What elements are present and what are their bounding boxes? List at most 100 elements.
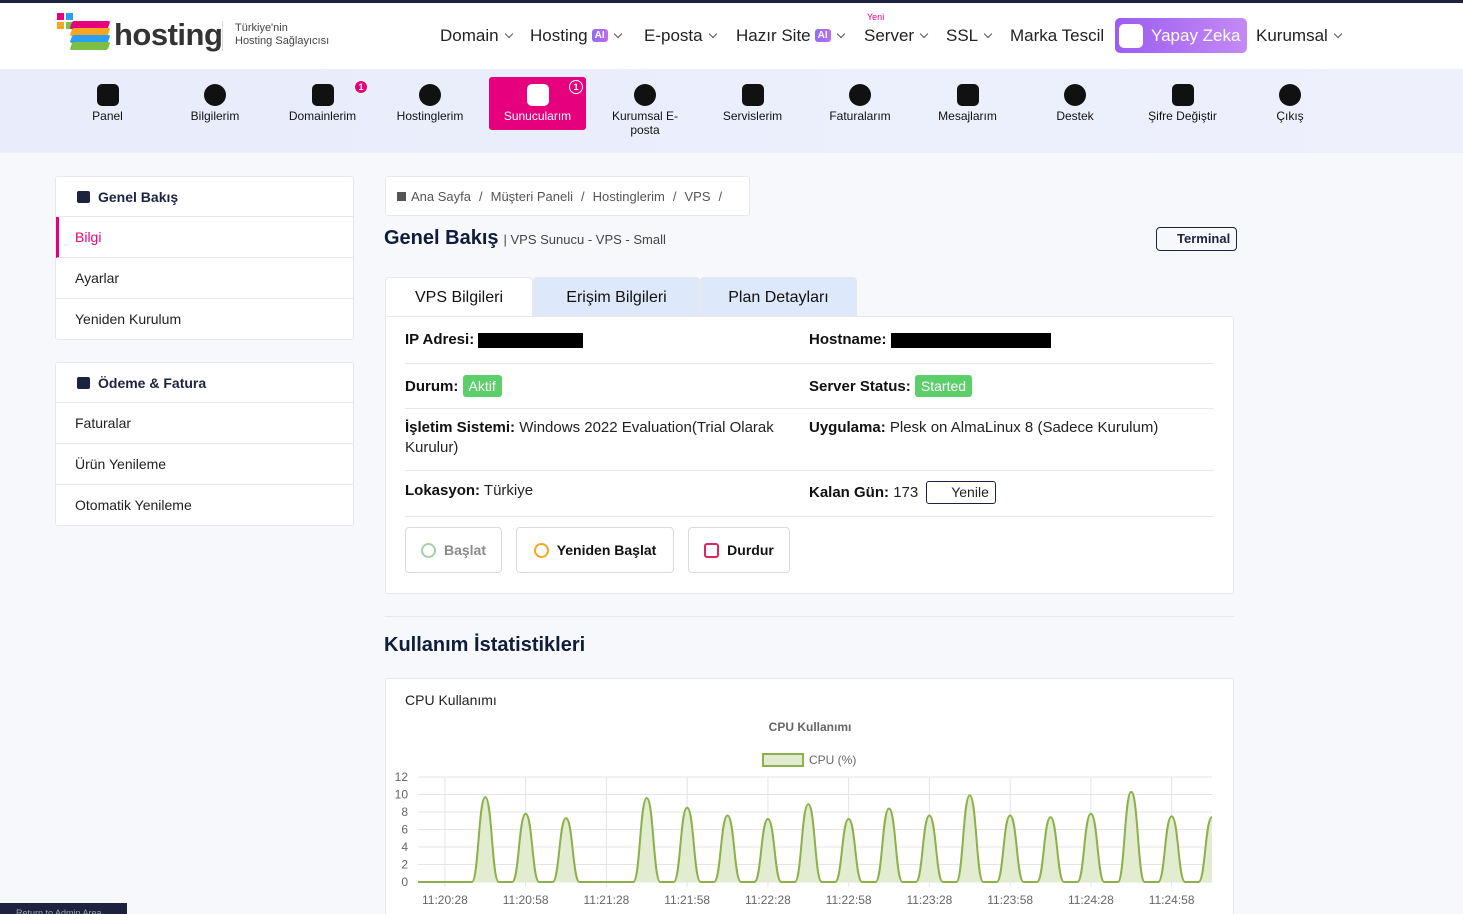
info-field: Kalan Gün: 173 Yenile	[809, 481, 1209, 504]
toolbar-label: Domainlerim	[288, 109, 357, 123]
nav-label: Server	[864, 25, 915, 45]
action-button[interactable]: Yeniden Başlat	[516, 527, 674, 573]
logo-text: hosting	[114, 17, 223, 52]
info-value: 173	[893, 484, 919, 501]
chevron	[708, 29, 717, 39]
page-subtitle: | VPS Sunucu - VPS - Small	[503, 232, 666, 247]
toolbar-label: Servislerim	[722, 109, 783, 123]
toolbar-icon	[1171, 84, 1194, 106]
nav-item[interactable]: Kurumsal	[1256, 18, 1343, 53]
toolbar-item[interactable]: Kurumsal E-posta	[597, 77, 694, 137]
card-title: CPU Kullanımı	[405, 692, 497, 708]
breadcrumb-separator: /	[581, 188, 585, 204]
info-value: Windows 2022 Evaluation(Trial Olarak Kur…	[405, 419, 774, 456]
x-tick-label: 11:20:28	[422, 893, 468, 907]
logo-layer	[69, 42, 111, 50]
x-tick-label: 11:22:58	[826, 893, 872, 907]
nav-item[interactable]: E-posta	[644, 18, 718, 53]
status-badge: Aktif	[462, 375, 502, 397]
breadcrumb-item[interactable]: Müşteri Paneli	[490, 188, 573, 204]
chart-card: CPU Kullanımı CPU Kullanımı CPU (%) 0 2 4 6 8 10…	[385, 678, 1234, 914]
sidebar-card: Ödeme & Fatura Faturalar Ürün Yenileme Otom…	[55, 362, 354, 526]
tab[interactable]: Erişim Bilgileri	[533, 277, 700, 317]
sidebar-item[interactable]: Bilgi	[56, 217, 353, 258]
logo-divider	[222, 21, 223, 51]
x-tick-label: 11:20:58	[503, 893, 549, 907]
chevron	[504, 29, 513, 39]
admin-link[interactable]: Return to Admin Area	[0, 903, 127, 914]
action-label: Başlat	[443, 542, 487, 558]
breadcrumb-item[interactable]: Ana Sayfa	[411, 188, 471, 204]
sidebar-item[interactable]: Ürün Yenileme	[56, 444, 353, 485]
nav-item[interactable]: SSL	[946, 18, 993, 53]
toolbar-item[interactable]: Bilgilerim	[167, 77, 264, 130]
stats-title: Kullanım İstatistikleri	[384, 634, 586, 656]
redacted	[890, 332, 1051, 348]
action-label: Yeniden Başlat	[556, 542, 657, 558]
row-divider	[405, 470, 1214, 471]
renew-button[interactable]: Yenile	[926, 481, 996, 504]
action-icon	[533, 542, 549, 558]
nav-item[interactable]: Hazır Site AI	[736, 18, 846, 53]
toolbar-item[interactable]: Şifre Değiştir	[1134, 77, 1231, 130]
toolbar-item[interactable]: Hostinglerim	[382, 77, 479, 130]
y-tick-label: 4	[401, 840, 408, 854]
sidebar-item[interactable]: Faturalar	[56, 403, 353, 444]
toolbar-icon	[526, 84, 549, 106]
toolbar-icon	[419, 84, 441, 106]
toolbar-item[interactable]: Çıkış	[1242, 77, 1339, 130]
nav-item[interactable]: Hosting AI	[530, 18, 623, 53]
sidebar-item[interactable]: Otomatik Yenileme	[75, 497, 192, 513]
toolbar-item[interactable]: Faturalarım	[812, 77, 909, 130]
nav-item[interactable]: Yapay Zeka	[1115, 18, 1248, 53]
info-value: Plesk on AlmaLinux 8 (Sadece Kurulum)	[889, 419, 1159, 436]
cpu-line	[418, 790, 1213, 883]
tab[interactable]: VPS Bilgileri	[385, 277, 533, 317]
breadcrumb-item[interactable]: Hostinglerim	[592, 188, 665, 204]
breadcrumb-item[interactable]: VPS	[684, 188, 711, 204]
chevron	[919, 29, 929, 39]
y-tick-label: 6	[401, 823, 408, 837]
toolbar-item[interactable]: Destek	[1027, 77, 1124, 130]
breadcrumb-separator: /	[718, 188, 723, 204]
section-divider	[385, 616, 1234, 617]
toolbar-label: Şifre Değiştir	[1148, 109, 1217, 123]
info-field: Hostname:	[809, 330, 1209, 350]
nav-item[interactable]: Server	[864, 18, 929, 53]
toolbar-item[interactable]: Domainlerim	[274, 77, 371, 130]
action-button[interactable]: Durdur	[688, 527, 790, 573]
toolbar-item[interactable]: Mesajlarım	[919, 77, 1016, 130]
x-tick-label: 11:21:58	[664, 893, 710, 907]
x-tick-label: 11:23:58	[987, 893, 1033, 907]
sidebar-item[interactable]: Ayarlar	[56, 258, 353, 299]
info-field: Durum: Aktif	[405, 375, 800, 397]
nav-item[interactable]: Marka Tescil	[1010, 18, 1104, 53]
toolbar-icon	[1064, 84, 1086, 106]
chart: CPU Kullanımı CPU (%) 0 2 4 6 8 10 12 11:20:28 11:…	[395, 720, 1213, 907]
action-button[interactable]: Başlat	[405, 527, 502, 573]
ai-badge: AI	[814, 29, 831, 42]
logo-icon	[57, 13, 111, 53]
nav-label: Domain	[440, 25, 499, 45]
logo-square	[57, 22, 64, 29]
info-label: Lokasyon:	[405, 482, 481, 499]
toolbar-badge: 1	[569, 80, 583, 94]
x-tick-label: 11:24:58	[1149, 893, 1195, 907]
terminal-button[interactable]: Terminal	[1156, 227, 1238, 251]
info-label: Durum:	[405, 378, 459, 395]
tab[interactable]: Plan Detayları	[700, 277, 857, 317]
toolbar-icon	[311, 84, 334, 106]
chevron	[613, 29, 622, 39]
info-field: IP Adresi:	[405, 330, 800, 350]
toolbar-item[interactable]: Panel	[59, 77, 156, 130]
chevron	[1333, 29, 1343, 39]
nav-item[interactable]: Domain	[440, 18, 514, 53]
info-label: Hostname:	[809, 331, 887, 348]
sidebar-title: Genel Bakış	[98, 188, 179, 205]
info-field: İşletim Sistemi: Windows 2022 Evaluation…	[405, 418, 800, 458]
sidebar-item[interactable]: Yeniden Kurulum	[75, 311, 182, 327]
toolbar-label: Panel	[92, 109, 123, 123]
toolbar-label: Destek	[1056, 109, 1094, 123]
toolbar-item[interactable]: Servislerim	[704, 77, 801, 130]
